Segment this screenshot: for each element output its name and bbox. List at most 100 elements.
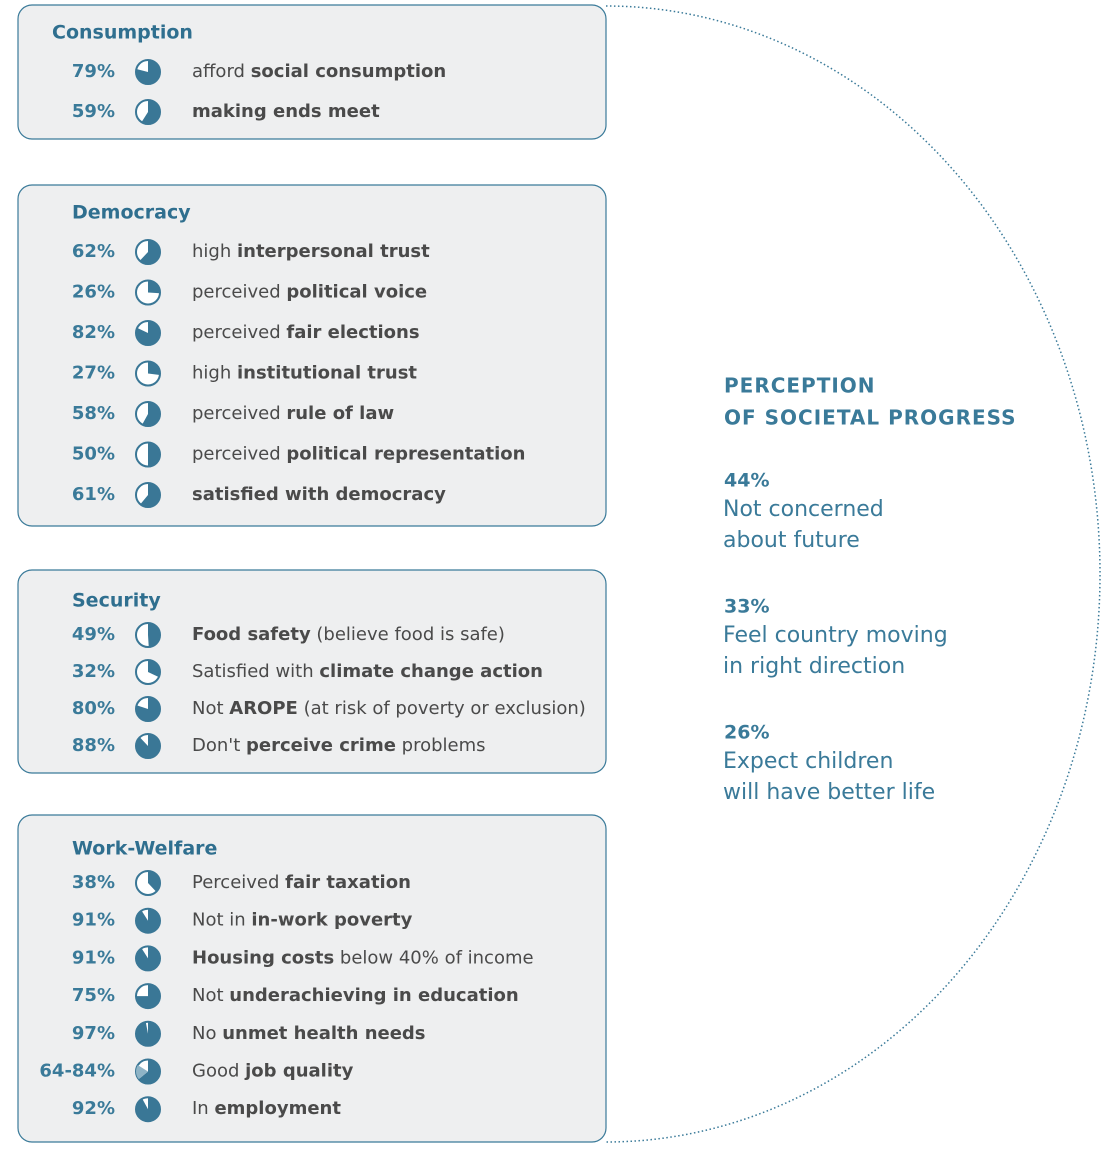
percent-label: 38%	[72, 872, 115, 893]
percent-label: 58%	[72, 403, 115, 424]
percent-label: 27%	[72, 363, 115, 384]
text-segment: below 40% of income	[334, 947, 533, 968]
pie-wedge	[148, 871, 160, 892]
percent-label: 79%	[72, 61, 115, 82]
percent-label: 49%	[72, 624, 115, 645]
stat-value: 26%	[724, 722, 769, 744]
section-box	[17, 814, 607, 1143]
stat-value: 44%	[724, 470, 769, 492]
percent-label: 82%	[72, 322, 115, 343]
item-text: Satisfied with climate change action	[192, 661, 543, 682]
section-title: Consumption	[52, 22, 193, 44]
item-text: satisfied with democracy	[192, 484, 446, 505]
pie-wedge	[136, 321, 161, 345]
text-segment: in-work poverty	[251, 910, 412, 931]
item-text: perceived political representation	[192, 444, 525, 465]
text-segment: (at risk of poverty or exclusion)	[298, 698, 586, 719]
pie-wedge	[136, 1021, 161, 1046]
text-segment: fair elections	[286, 322, 419, 343]
pie-wedge	[148, 623, 161, 647]
item-text: perceived rule of law	[192, 403, 394, 424]
text-segment: unmet health needs	[222, 1023, 425, 1044]
stat-text: about future	[723, 528, 860, 553]
stat-value: 33%	[724, 596, 769, 618]
text-segment: satisfied with democracy	[192, 484, 446, 505]
perception-title: OF SOCIETAL PROGRESS	[724, 406, 1017, 430]
text-segment: (believe food is safe)	[311, 624, 505, 645]
pie-wedge	[148, 280, 160, 294]
text-segment: perceive crime	[246, 735, 396, 756]
item-text: afford social consumption	[192, 61, 446, 82]
percent-label: 97%	[72, 1023, 115, 1044]
item-text: perceived fair elections	[192, 322, 420, 343]
percent-label: 32%	[72, 661, 115, 682]
pie-wedge	[148, 442, 160, 467]
text-segment: interpersonal trust	[237, 241, 430, 262]
percent-label: 80%	[72, 698, 115, 719]
item-text: Not in in-work poverty	[192, 910, 413, 931]
text-segment: Good	[192, 1061, 245, 1082]
text-segment: institutional trust	[237, 363, 417, 384]
item-text: Food safety (believe food is safe)	[192, 624, 505, 645]
section-box	[17, 184, 607, 527]
percent-label: 59%	[72, 101, 115, 122]
text-segment: No	[192, 1023, 222, 1044]
text-segment: Satisfied with	[192, 661, 319, 682]
section-title: Security	[72, 590, 161, 612]
pie-wedge	[148, 660, 160, 678]
stat-text: will have better life	[723, 780, 935, 805]
percent-label: 64-84%	[39, 1061, 115, 1082]
stat-text: Not concerned	[723, 497, 884, 522]
percent-label: 92%	[72, 1098, 115, 1119]
text-segment: making ends meet	[192, 101, 380, 122]
section-title: Democracy	[72, 202, 191, 224]
text-segment: Not	[192, 698, 229, 719]
item-text: No unmet health needs	[192, 1023, 426, 1044]
text-segment: climate change action	[319, 661, 543, 682]
text-segment: employment	[214, 1098, 341, 1119]
text-segment: Food safety	[192, 624, 311, 645]
text-segment: job quality	[244, 1061, 353, 1082]
item-text: Don't perceive crime problems	[192, 735, 486, 756]
item-text: Not underachieving in education	[192, 985, 519, 1006]
pie-wedge	[136, 697, 160, 722]
text-segment: fair taxation	[285, 872, 411, 893]
pie-wedge	[142, 402, 160, 426]
text-segment: political voice	[286, 282, 427, 303]
stat-text: Expect children	[723, 749, 893, 774]
pie-wedge	[141, 100, 161, 125]
percent-label: 75%	[72, 985, 115, 1006]
item-text: high interpersonal trust	[192, 241, 430, 262]
pie-wedge	[138, 1059, 161, 1084]
text-segment: political representation	[286, 444, 525, 465]
dotted-arc	[605, 5, 1101, 1143]
percent-label: 91%	[72, 947, 115, 968]
text-segment: afford	[192, 61, 251, 82]
item-text: Not AROPE (at risk of poverty or exclusi…	[192, 698, 586, 719]
item-text: Perceived fair taxation	[192, 872, 411, 893]
text-segment: perceived	[192, 282, 286, 303]
item-text: Good job quality	[192, 1061, 354, 1082]
percent-label: 26%	[72, 282, 115, 303]
item-text: Housing costs below 40% of income	[192, 947, 534, 968]
text-segment: perceived	[192, 322, 286, 343]
pie-wedge	[148, 361, 160, 376]
pie-wedge	[140, 483, 160, 507]
section-title: Work-Welfare	[72, 838, 217, 860]
item-text: making ends meet	[192, 101, 380, 122]
pie-wedge	[136, 1097, 161, 1122]
text-segment: In	[192, 1098, 214, 1119]
text-segment: high	[192, 363, 237, 384]
text-segment: Don't	[192, 735, 246, 756]
perception-title: PERCEPTION	[724, 374, 876, 398]
text-segment: Housing costs	[192, 947, 334, 968]
section-box	[17, 569, 607, 774]
text-segment: rule of law	[286, 403, 394, 424]
item-text: In employment	[192, 1098, 341, 1119]
pie-wedge	[135, 946, 160, 971]
text-segment: perceived	[192, 444, 286, 465]
pie-wedge	[136, 984, 160, 1009]
percent-label: 61%	[72, 484, 115, 505]
pie-wedge	[139, 240, 160, 264]
